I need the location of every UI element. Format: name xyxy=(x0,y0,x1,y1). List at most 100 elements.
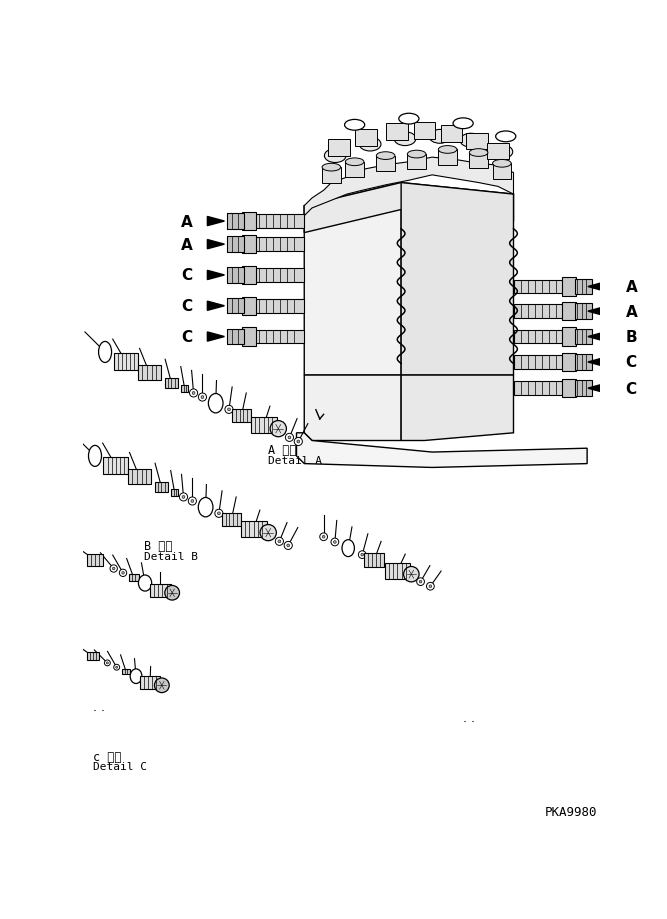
Bar xyxy=(251,418,277,434)
Polygon shape xyxy=(207,301,224,311)
Bar xyxy=(575,304,592,320)
Circle shape xyxy=(287,544,289,547)
Circle shape xyxy=(215,510,223,517)
Circle shape xyxy=(105,660,110,666)
Bar xyxy=(514,356,564,369)
Ellipse shape xyxy=(438,146,457,154)
Circle shape xyxy=(191,500,194,503)
Polygon shape xyxy=(207,240,224,249)
Text: A: A xyxy=(181,237,192,253)
Bar xyxy=(322,168,341,184)
Ellipse shape xyxy=(376,153,395,160)
Text: A: A xyxy=(626,304,637,319)
Text: Detail A: Detail A xyxy=(268,455,321,465)
Text: B: B xyxy=(626,330,637,345)
Circle shape xyxy=(319,533,327,541)
Circle shape xyxy=(334,541,336,544)
Circle shape xyxy=(404,567,419,583)
Polygon shape xyxy=(588,384,605,393)
Circle shape xyxy=(426,583,434,590)
Bar xyxy=(514,381,564,396)
Circle shape xyxy=(115,666,118,668)
Bar xyxy=(514,330,564,344)
Circle shape xyxy=(429,585,432,588)
Bar xyxy=(562,380,576,398)
Bar xyxy=(87,652,99,661)
Bar xyxy=(122,669,129,675)
Bar xyxy=(87,554,103,566)
Text: C: C xyxy=(181,330,192,345)
Circle shape xyxy=(322,536,325,539)
Bar xyxy=(414,122,436,140)
Circle shape xyxy=(285,434,293,442)
Polygon shape xyxy=(297,434,587,468)
Bar xyxy=(113,354,138,370)
Circle shape xyxy=(278,540,281,543)
Ellipse shape xyxy=(491,145,513,160)
Ellipse shape xyxy=(345,120,365,131)
Text: C: C xyxy=(626,381,637,396)
Bar xyxy=(150,584,171,597)
Bar xyxy=(514,280,564,294)
Circle shape xyxy=(113,568,115,570)
Bar xyxy=(441,126,462,142)
Ellipse shape xyxy=(342,540,354,557)
Ellipse shape xyxy=(408,151,426,159)
Circle shape xyxy=(106,663,108,664)
Bar xyxy=(171,490,178,497)
Polygon shape xyxy=(304,376,401,441)
Bar xyxy=(254,215,304,229)
Circle shape xyxy=(288,437,291,439)
Bar xyxy=(514,305,564,319)
Polygon shape xyxy=(401,184,514,376)
Bar xyxy=(227,214,244,230)
Circle shape xyxy=(284,542,292,550)
Ellipse shape xyxy=(99,342,111,363)
Bar xyxy=(562,302,576,321)
Text: C: C xyxy=(181,299,192,314)
Circle shape xyxy=(179,494,187,502)
Bar xyxy=(254,238,304,252)
Bar xyxy=(227,330,244,345)
Circle shape xyxy=(358,551,366,559)
Bar xyxy=(470,153,488,169)
Bar xyxy=(242,212,256,231)
Bar xyxy=(438,151,457,165)
Polygon shape xyxy=(588,333,605,342)
Bar xyxy=(492,165,511,179)
Circle shape xyxy=(114,664,119,671)
Ellipse shape xyxy=(322,165,341,172)
Text: . .: . . xyxy=(93,700,105,713)
Bar xyxy=(227,268,244,283)
Bar xyxy=(181,386,188,393)
Circle shape xyxy=(198,393,207,402)
Ellipse shape xyxy=(394,132,416,146)
Polygon shape xyxy=(207,217,224,226)
Bar xyxy=(385,563,410,579)
Circle shape xyxy=(182,496,185,499)
Polygon shape xyxy=(588,357,605,368)
Circle shape xyxy=(225,406,233,414)
Text: c 詳細: c 詳細 xyxy=(93,750,121,763)
Ellipse shape xyxy=(346,159,364,166)
Circle shape xyxy=(294,438,302,446)
Ellipse shape xyxy=(130,669,142,684)
Circle shape xyxy=(361,554,364,556)
Ellipse shape xyxy=(139,575,151,592)
Bar xyxy=(487,143,509,160)
Text: A: A xyxy=(181,214,192,230)
Ellipse shape xyxy=(453,119,473,130)
Bar xyxy=(254,300,304,313)
Ellipse shape xyxy=(89,446,101,467)
Text: PKA9980: PKA9980 xyxy=(544,805,597,818)
Circle shape xyxy=(217,512,220,516)
Ellipse shape xyxy=(429,130,451,144)
Bar xyxy=(386,124,408,141)
Polygon shape xyxy=(304,184,401,376)
Bar xyxy=(346,163,364,178)
Bar xyxy=(254,330,304,344)
Text: C: C xyxy=(626,355,637,370)
Bar xyxy=(408,155,426,170)
Polygon shape xyxy=(588,282,605,292)
Bar xyxy=(356,130,377,147)
